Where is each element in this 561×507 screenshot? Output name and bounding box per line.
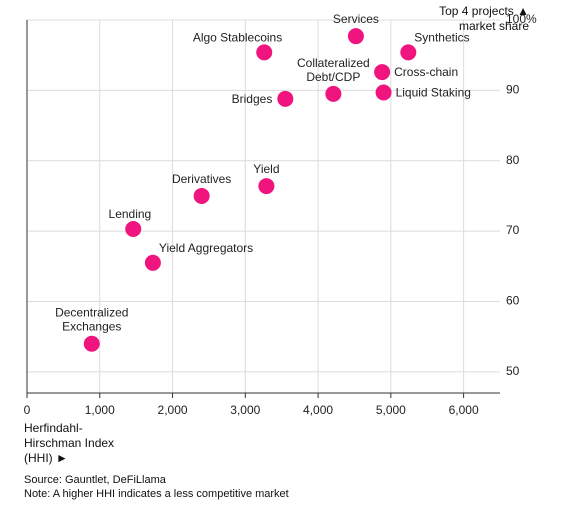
x-axis-title: Herfindahl- Hirschman Index (HHI) ► bbox=[24, 421, 164, 466]
source-text: Source: Gauntlet, DeFiLlama bbox=[24, 474, 166, 486]
x-tick-label: 5,000 bbox=[376, 403, 406, 417]
x-tick-label: 3,000 bbox=[230, 403, 260, 417]
x-axis-title-line3: (HHI) ► bbox=[24, 451, 68, 465]
data-points: Services Synthetics Algo Stablecoins Cross-… bbox=[55, 12, 471, 352]
point-label: Exchanges bbox=[62, 320, 121, 334]
x-tick-label: 1,000 bbox=[85, 403, 115, 417]
point-algo-stablecoins bbox=[256, 44, 273, 61]
y-tick-label: 50 bbox=[506, 364, 520, 378]
point-bridges bbox=[277, 90, 294, 107]
x-tick-label: 2,000 bbox=[158, 403, 188, 417]
x-tick-label: 4,000 bbox=[303, 403, 333, 417]
point-label: Synthetics bbox=[414, 30, 469, 44]
point-label: Yield Aggregators bbox=[159, 241, 253, 255]
y-axis-title: Top 4 projects ▲ market share bbox=[439, 4, 529, 34]
y-axis-title-line1: Top 4 projects ▲ bbox=[439, 4, 529, 18]
point-label: Derivatives bbox=[172, 172, 231, 186]
x-axis-title-line2: Hirschman Index bbox=[24, 436, 115, 450]
point-liquid-staking bbox=[375, 84, 392, 101]
point-yield-aggregators bbox=[144, 254, 161, 271]
point-collateralized-debt-cdp bbox=[325, 85, 342, 102]
point-label: Debt/CDP bbox=[306, 70, 360, 84]
y-axis-title-line2: market share bbox=[458, 19, 529, 33]
point-label: Yield bbox=[253, 162, 279, 176]
point-derivatives bbox=[193, 187, 210, 204]
point-label: Lending bbox=[109, 207, 152, 221]
y-tick-label: 100% bbox=[506, 12, 537, 26]
point-label: Bridges bbox=[232, 92, 273, 106]
y-tick-label: 70 bbox=[506, 223, 520, 237]
point-label: Services bbox=[333, 12, 379, 26]
axes: 100% 90 80 70 60 50 0 1,000 2,000 3,000 4,000 5,000… bbox=[24, 12, 537, 417]
y-tick-label: 90 bbox=[506, 82, 520, 96]
point-lending bbox=[125, 221, 142, 238]
grid-lines bbox=[27, 19, 500, 393]
point-synthetics bbox=[400, 44, 417, 61]
point-label: Algo Stablecoins bbox=[193, 30, 282, 44]
point-decentralized-exchanges bbox=[83, 335, 100, 352]
point-services bbox=[347, 28, 364, 45]
source-note: Source: Gauntlet, DeFiLlama Note: A high… bbox=[24, 473, 289, 501]
y-tick-label: 80 bbox=[506, 153, 520, 167]
point-label: Decentralized bbox=[55, 306, 128, 320]
point-label: Liquid Staking bbox=[396, 85, 471, 99]
point-label: Cross-chain bbox=[394, 65, 458, 79]
point-yield bbox=[258, 178, 275, 195]
x-tick-label: 0 bbox=[24, 403, 31, 417]
y-tick-label: 60 bbox=[506, 294, 520, 308]
x-tick-label: 6,000 bbox=[449, 403, 479, 417]
note-text: Note: A higher HHI indicates a less comp… bbox=[24, 488, 289, 500]
x-axis-title-line1: Herfindahl- bbox=[24, 421, 83, 435]
point-label: Collateralized bbox=[297, 56, 370, 70]
point-cross-chain bbox=[374, 64, 391, 81]
